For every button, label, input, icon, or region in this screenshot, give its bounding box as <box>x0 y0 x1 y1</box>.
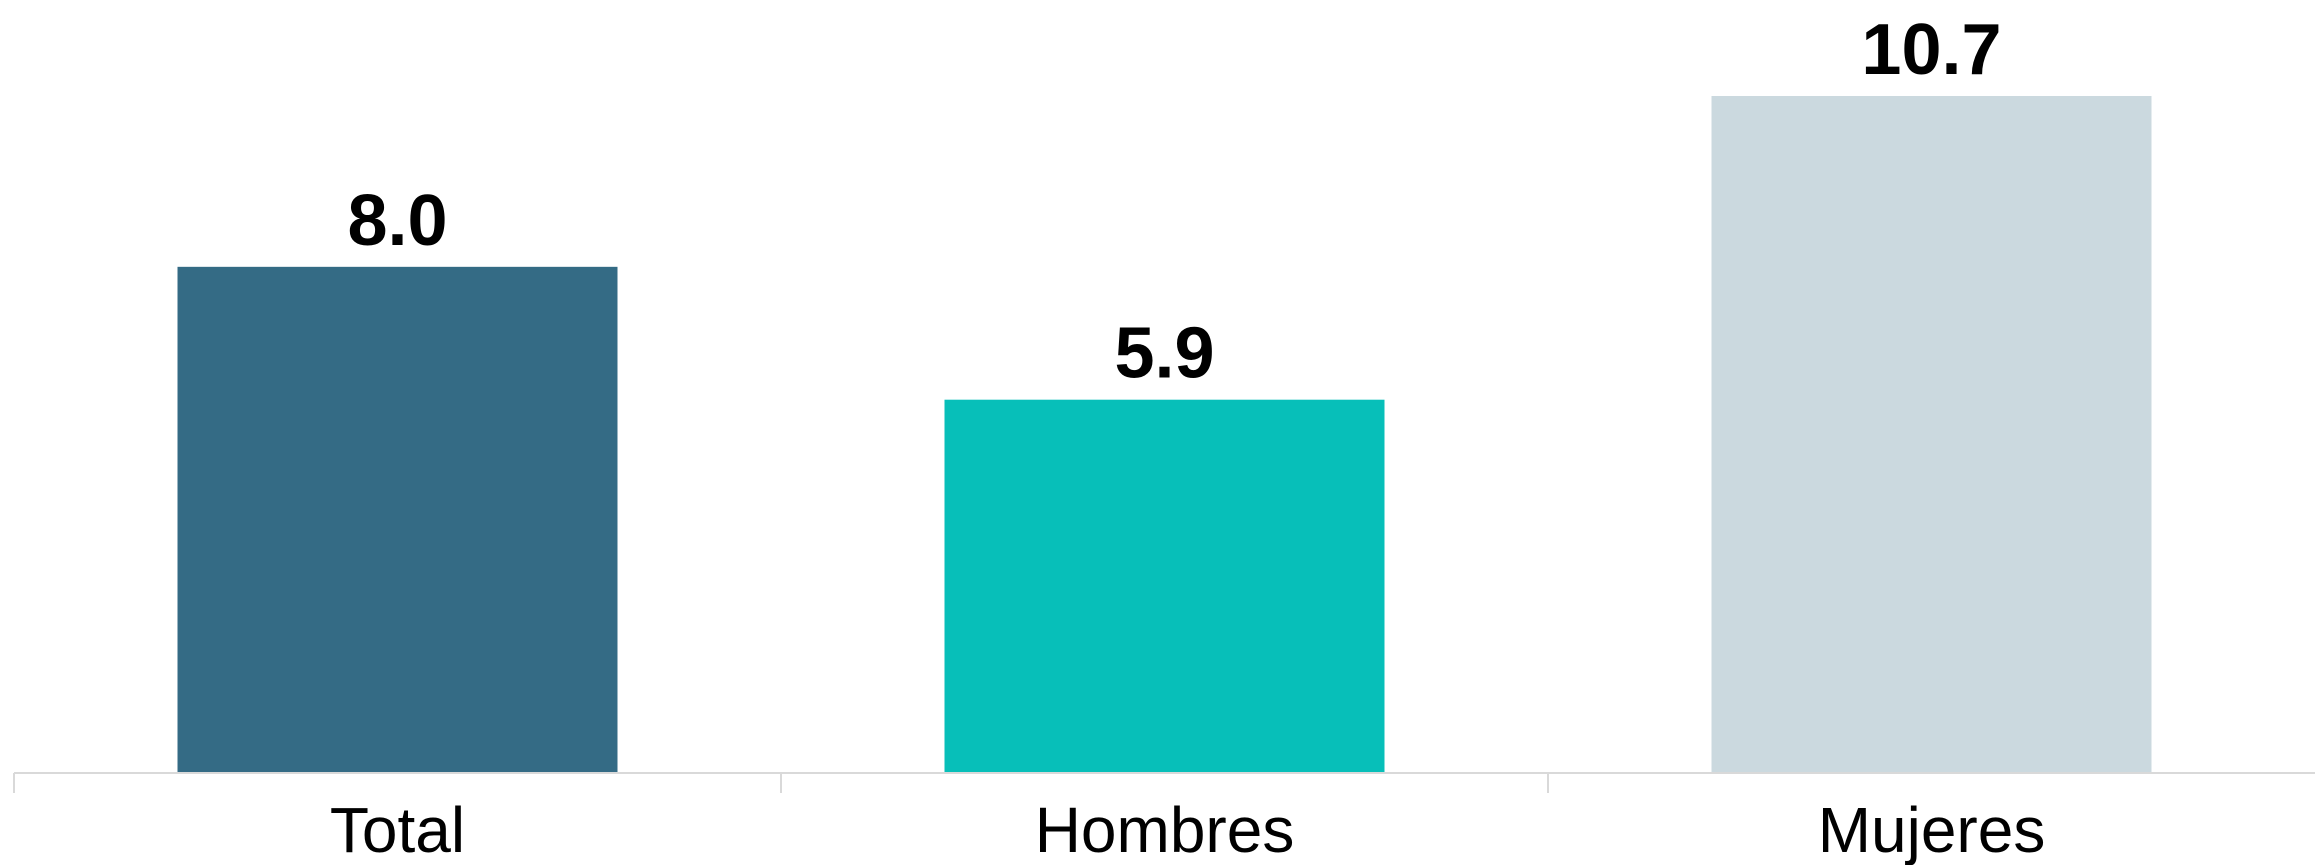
x-axis: Total Hombres Mujeres <box>13 772 2315 865</box>
data-label-mujeres: 10.7 <box>1861 10 2001 90</box>
data-label-hombres: 5.9 <box>1114 314 1214 394</box>
category-label-mujeres: Mujeres <box>1818 794 2046 865</box>
category-label-hombres: Hombres <box>1035 794 1295 865</box>
bar-total <box>177 266 618 773</box>
value-labels-group: 8.0 5.9 10.7 <box>347 10 2001 394</box>
bars-group <box>177 96 2152 773</box>
category-labels-group: Total Hombres Mujeres <box>330 794 2045 865</box>
data-label-total: 8.0 <box>347 181 447 261</box>
bar-mujeres <box>1711 96 2152 773</box>
category-label-total: Total <box>330 794 465 865</box>
bar-hombres <box>944 399 1385 773</box>
x-axis-ticks <box>13 773 1549 793</box>
